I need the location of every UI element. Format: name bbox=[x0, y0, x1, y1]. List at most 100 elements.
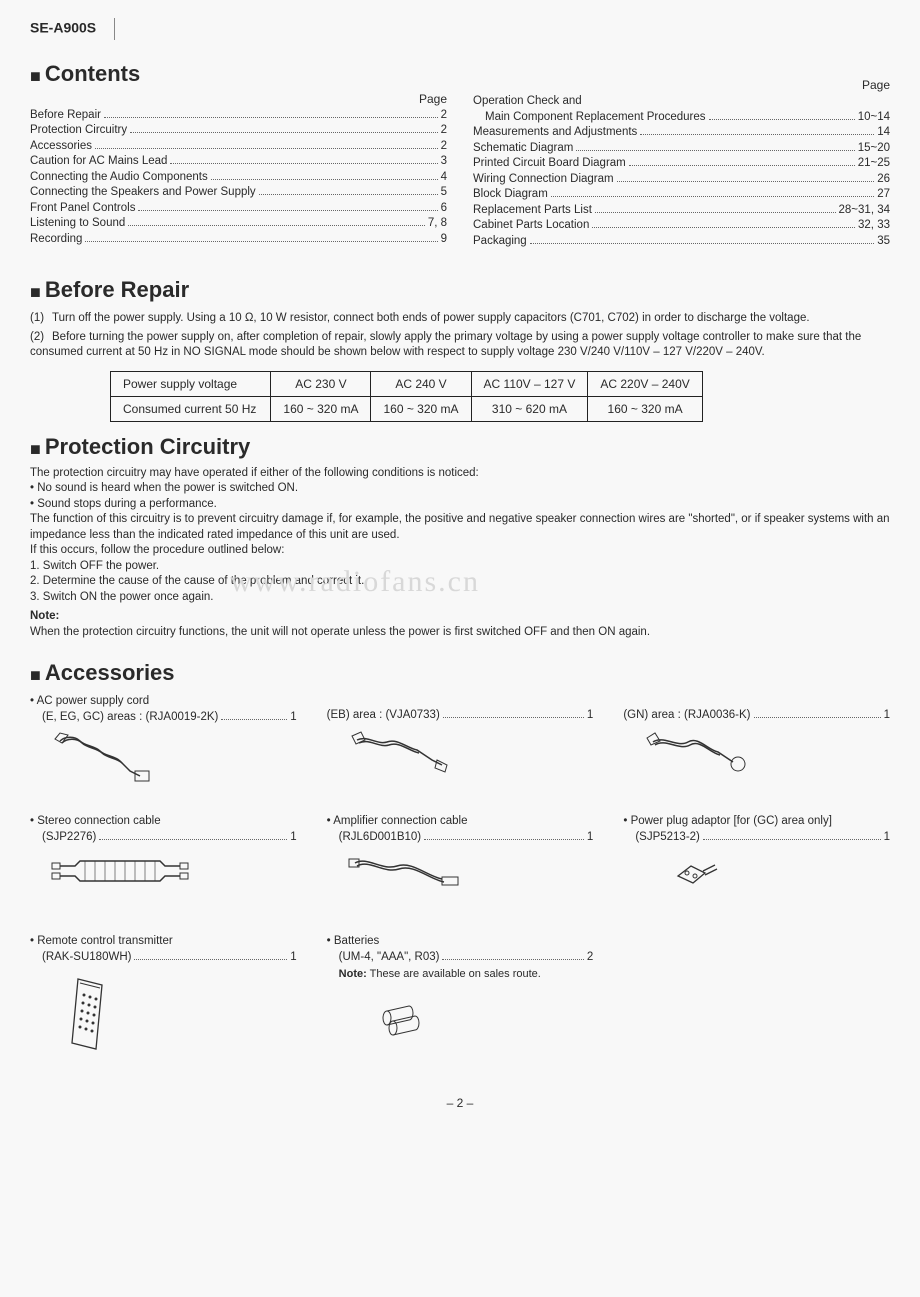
toc-row: Replacement Parts List 28~31, 34 bbox=[473, 203, 890, 219]
square-bullet-icon: ■ bbox=[30, 282, 41, 302]
protection-body: The protection circuitry may have operat… bbox=[30, 466, 890, 641]
accessory-item: Remote control transmitter (RAK-SU180WH)… bbox=[30, 934, 297, 1067]
dots bbox=[576, 150, 854, 151]
dots bbox=[221, 719, 287, 720]
toc-row: Recording 9 bbox=[30, 232, 447, 248]
dots bbox=[95, 148, 438, 149]
dots bbox=[754, 717, 881, 718]
toc-label: Schematic Diagram bbox=[473, 141, 573, 157]
toc-page-number: 6 bbox=[441, 201, 447, 217]
toc-label: Main Component Replacement Procedures bbox=[485, 110, 706, 126]
protection-title-text: Protection Circuitry bbox=[45, 434, 250, 459]
accessory-item: (EB) area : (VJA0733) 1 bbox=[327, 694, 594, 804]
toc-page-number: 2 bbox=[441, 139, 447, 155]
toc-row: Main Component Replacement Procedures 10~… bbox=[473, 110, 890, 126]
dots bbox=[99, 839, 287, 840]
table-cell: 310 ~ 620 mA bbox=[471, 396, 588, 421]
dots bbox=[443, 717, 584, 718]
accessory-qty: 1 bbox=[290, 710, 296, 726]
accessory-title: Amplifier connection cable bbox=[327, 814, 594, 830]
accessory-item: Power plug adaptor [for (GC) area only] … bbox=[623, 814, 890, 924]
toc-row: Packaging35 bbox=[473, 234, 890, 250]
table-header: Power supply voltage bbox=[111, 371, 271, 396]
table-row-label: Consumed current 50 Hz bbox=[111, 396, 271, 421]
item-number: (1) bbox=[30, 311, 52, 327]
toc-row: Connecting the Speakers and Power Supply… bbox=[30, 185, 447, 201]
dots bbox=[211, 179, 438, 180]
toc-page-number: 2 bbox=[441, 123, 447, 139]
item-number: (2) bbox=[30, 330, 52, 346]
accessory-title: Remote control transmitter bbox=[30, 934, 297, 950]
table-header: AC 220V – 240V bbox=[588, 371, 702, 396]
square-bullet-icon: ■ bbox=[30, 439, 41, 459]
toc-row: Printed Circuit Board Diagram21~25 bbox=[473, 156, 890, 172]
accessory-item: AC power supply cord (E, EG, GC) areas :… bbox=[30, 694, 297, 804]
before-repair-item2: Before turning the power supply on, afte… bbox=[30, 331, 861, 359]
accessories-heading: ■Accessories bbox=[30, 658, 890, 688]
protection-para: The function of this circuitry is to pre… bbox=[30, 512, 890, 543]
toc-page-number: 28~31, 34 bbox=[839, 203, 890, 219]
toc-page-number: 9 bbox=[441, 232, 447, 248]
contents-heading: ■Contents bbox=[30, 59, 447, 89]
toc-left-column: Before Repair2Protection Circuitry2Acces… bbox=[30, 108, 447, 248]
protection-intro: The protection circuitry may have operat… bbox=[30, 466, 890, 482]
dots bbox=[104, 117, 438, 118]
accessory-sub: (SJP2276) bbox=[30, 830, 96, 846]
toc-label: Operation Check and bbox=[473, 94, 582, 110]
toc-row: Before Repair2 bbox=[30, 108, 447, 124]
toc-label: Front Panel Controls bbox=[30, 201, 135, 217]
contents-title-text: Contents bbox=[45, 61, 140, 86]
accessory-sub: (E, EG, GC) areas : (RJA0019-2K) bbox=[30, 710, 218, 726]
protection-bullet: No sound is heard when the power is swit… bbox=[30, 481, 890, 497]
toc-page-number: 4 bbox=[441, 170, 447, 186]
accessory-qty: 1 bbox=[587, 708, 593, 724]
accessory-note: These are available on sales route. bbox=[370, 968, 541, 980]
accessory-qty: 1 bbox=[290, 830, 296, 846]
toc-row: Caution for AC Mains Lead 3 bbox=[30, 154, 447, 170]
contents-section: ■Contents Page Before Repair2Protection … bbox=[30, 51, 890, 249]
toc-page-number: 5 bbox=[441, 185, 447, 201]
toc-page-number: 27 bbox=[877, 187, 890, 203]
remote-control-icon bbox=[50, 971, 130, 1061]
toc-label: Connecting the Audio Components bbox=[30, 170, 208, 186]
amplifier-cable-icon bbox=[347, 851, 467, 901]
plug-adaptor-icon bbox=[663, 851, 733, 896]
power-supply-table: Power supply voltage AC 230 V AC 240 V A… bbox=[110, 371, 703, 422]
accessory-qty: 2 bbox=[587, 950, 593, 966]
dots bbox=[128, 225, 425, 226]
toc-label: Printed Circuit Board Diagram bbox=[473, 156, 626, 172]
dots bbox=[424, 839, 584, 840]
accessory-title: Power plug adaptor [for (GC) area only] bbox=[623, 814, 890, 830]
batteries-icon bbox=[367, 998, 437, 1048]
toc-label: Replacement Parts List bbox=[473, 203, 592, 219]
toc-page-number: 10~14 bbox=[858, 110, 890, 126]
toc-label: Listening to Sound bbox=[30, 216, 125, 232]
toc-label: Measurements and Adjustments bbox=[473, 125, 637, 141]
accessory-empty bbox=[623, 934, 890, 1067]
toc-row: Front Panel Controls 6 bbox=[30, 201, 447, 217]
table-cell: 160 ~ 320 mA bbox=[588, 396, 702, 421]
toc-label: Cabinet Parts Location bbox=[473, 218, 589, 234]
table-cell: 160 ~ 320 mA bbox=[271, 396, 371, 421]
dots bbox=[709, 119, 855, 120]
toc-page-number: 3 bbox=[441, 154, 447, 170]
toc-page-number: 35 bbox=[877, 234, 890, 250]
toc-row: Measurements and Adjustments14 bbox=[473, 125, 890, 141]
protection-heading: ■Protection Circuitry bbox=[30, 432, 890, 462]
accessories-grid: AC power supply cord (E, EG, GC) areas :… bbox=[30, 694, 890, 1067]
accessory-title: AC power supply cord bbox=[30, 694, 297, 710]
dots bbox=[138, 210, 437, 211]
toc-page-number: 32, 33 bbox=[858, 218, 890, 234]
dots bbox=[592, 227, 855, 228]
accessory-item: Batteries (UM-4, "AAA", R03) 2 Note: The… bbox=[327, 934, 594, 1067]
page-label-left: Page bbox=[30, 91, 447, 107]
power-cord-icon bbox=[643, 730, 763, 785]
accessory-item: Amplifier connection cable (RJL6D001B10)… bbox=[327, 814, 594, 924]
accessory-sub: (RJL6D001B10) bbox=[327, 830, 421, 846]
accessory-sub: (GN) area : (RJA0036-K) bbox=[623, 708, 750, 724]
toc-row: Wiring Connection Diagram26 bbox=[473, 172, 890, 188]
before-repair-heading: ■Before Repair bbox=[30, 275, 890, 305]
toc-label: Caution for AC Mains Lead bbox=[30, 154, 167, 170]
toc-page-number: 26 bbox=[877, 172, 890, 188]
toc-label: Recording bbox=[30, 232, 82, 248]
